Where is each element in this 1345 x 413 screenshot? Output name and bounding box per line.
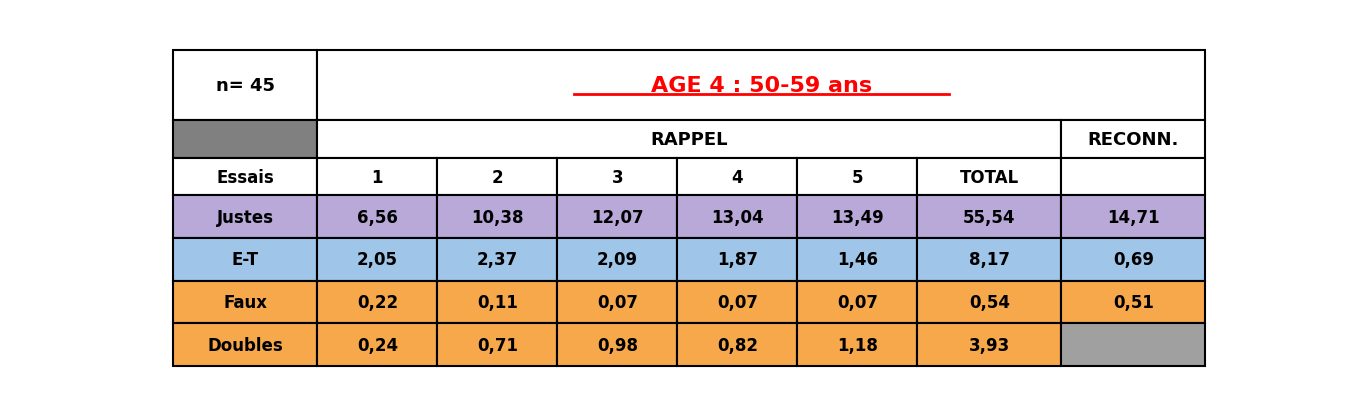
Text: 0,51: 0,51 — [1112, 293, 1154, 311]
Bar — [678, 158, 798, 196]
Bar — [557, 238, 678, 281]
Bar — [437, 238, 557, 281]
Text: 0,71: 0,71 — [477, 336, 518, 354]
Text: 55,54: 55,54 — [963, 208, 1015, 226]
Text: 3,93: 3,93 — [968, 336, 1010, 354]
Text: E-T: E-T — [231, 251, 258, 269]
Text: Justes: Justes — [217, 208, 274, 226]
Text: 1,87: 1,87 — [717, 251, 757, 269]
Bar — [678, 281, 798, 323]
Text: 0,69: 0,69 — [1112, 251, 1154, 269]
Bar — [557, 323, 678, 366]
Text: RECONN.: RECONN. — [1088, 131, 1180, 148]
Text: 1,46: 1,46 — [837, 251, 878, 269]
Bar — [1061, 281, 1205, 323]
Bar — [917, 238, 1061, 281]
Text: 1: 1 — [371, 168, 383, 186]
Bar — [174, 51, 317, 121]
Bar — [317, 121, 1061, 158]
Bar — [317, 51, 1205, 121]
Bar — [437, 158, 557, 196]
Text: Essais: Essais — [217, 168, 274, 186]
Bar — [317, 323, 437, 366]
Bar — [917, 323, 1061, 366]
Bar — [557, 281, 678, 323]
Text: Faux: Faux — [223, 293, 268, 311]
Bar — [1061, 158, 1205, 196]
Bar — [557, 196, 678, 238]
Bar — [317, 281, 437, 323]
Bar — [1061, 323, 1205, 366]
Bar — [798, 323, 917, 366]
Bar — [557, 158, 678, 196]
Text: 4: 4 — [732, 168, 744, 186]
Text: 2: 2 — [491, 168, 503, 186]
Bar — [678, 238, 798, 281]
Text: 2,37: 2,37 — [476, 251, 518, 269]
Bar — [317, 196, 437, 238]
Text: AGE 4 : 50-59 ans: AGE 4 : 50-59 ans — [651, 76, 872, 96]
Text: 8,17: 8,17 — [968, 251, 1010, 269]
Bar — [798, 281, 917, 323]
Text: 12,07: 12,07 — [590, 208, 644, 226]
Text: n= 45: n= 45 — [215, 77, 274, 95]
Bar — [174, 238, 317, 281]
Bar — [678, 323, 798, 366]
Text: RAPPEL: RAPPEL — [651, 131, 728, 148]
Text: 1,18: 1,18 — [837, 336, 878, 354]
Bar — [174, 196, 317, 238]
Bar — [437, 323, 557, 366]
Bar — [174, 323, 317, 366]
Text: 0,98: 0,98 — [597, 336, 638, 354]
Text: 0,24: 0,24 — [356, 336, 398, 354]
Text: 3: 3 — [612, 168, 623, 186]
Text: 0,07: 0,07 — [717, 293, 757, 311]
Text: 6,56: 6,56 — [356, 208, 398, 226]
Bar — [317, 238, 437, 281]
Bar — [1061, 196, 1205, 238]
Text: 2,05: 2,05 — [356, 251, 398, 269]
Bar — [437, 281, 557, 323]
Text: 0,54: 0,54 — [968, 293, 1010, 311]
Bar — [174, 158, 317, 196]
Bar — [917, 196, 1061, 238]
Text: 13,04: 13,04 — [712, 208, 764, 226]
Bar — [678, 196, 798, 238]
Text: 0,07: 0,07 — [597, 293, 638, 311]
Bar — [798, 158, 917, 196]
Bar — [174, 121, 317, 158]
Text: TOTAL: TOTAL — [960, 168, 1020, 186]
Bar — [1061, 121, 1205, 158]
Bar — [917, 281, 1061, 323]
Bar — [174, 281, 317, 323]
Text: 2,09: 2,09 — [597, 251, 638, 269]
Text: 5: 5 — [851, 168, 863, 186]
Text: 13,49: 13,49 — [831, 208, 884, 226]
Text: 0,82: 0,82 — [717, 336, 757, 354]
Text: 0,22: 0,22 — [356, 293, 398, 311]
Bar — [798, 196, 917, 238]
Text: 10,38: 10,38 — [471, 208, 523, 226]
Bar — [1061, 238, 1205, 281]
Text: Doubles: Doubles — [207, 336, 284, 354]
Bar — [798, 238, 917, 281]
Bar — [917, 158, 1061, 196]
Text: 0,11: 0,11 — [477, 293, 518, 311]
Text: 14,71: 14,71 — [1107, 208, 1159, 226]
Bar — [317, 158, 437, 196]
Text: 0,07: 0,07 — [837, 293, 878, 311]
Bar — [437, 196, 557, 238]
